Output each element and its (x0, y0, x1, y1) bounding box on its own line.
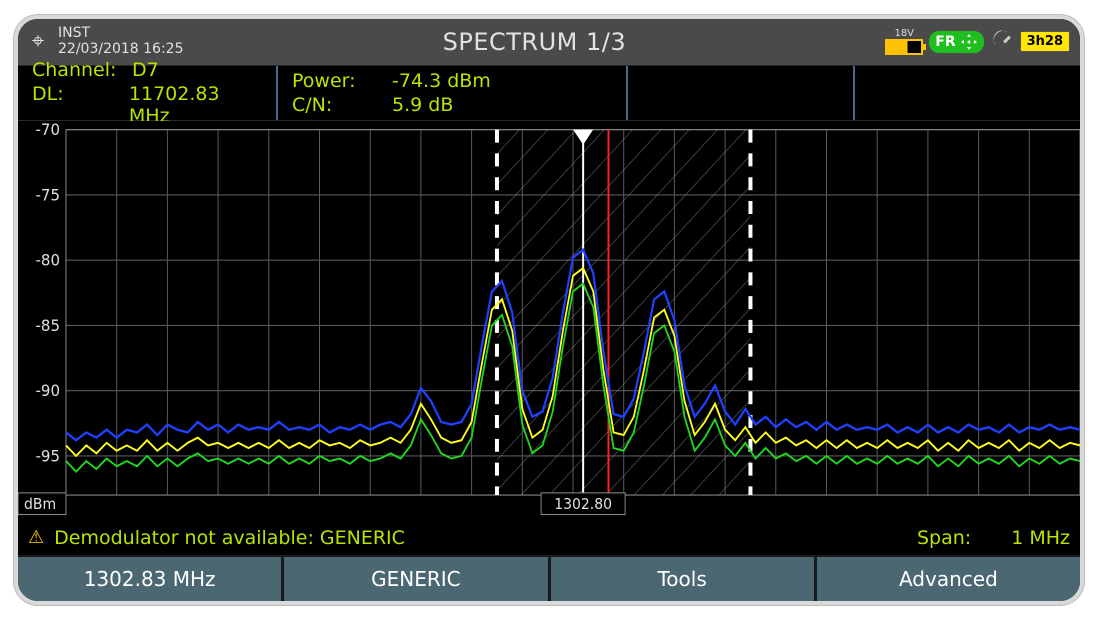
info-row: Channel:D7 DL:11702.83 MHz Power:-74.3 d… (18, 65, 1080, 121)
crosshair-icon: ⌖ (18, 29, 58, 54)
warning-icon: ⚠ (28, 527, 44, 548)
battery-icon: 18V (885, 29, 923, 55)
svg-text:-75: -75 (36, 185, 60, 204)
svg-text:dBm: dBm (24, 495, 56, 513)
language-badge[interactable]: FR (929, 31, 983, 53)
info-channel-dl: Channel:D7 DL:11702.83 MHz (18, 66, 278, 120)
runtime-badge: 3h28 (1020, 31, 1070, 52)
inst-datetime: INST 22/03/2018 16:25 (58, 26, 184, 57)
span-value: 1 MHz (1011, 527, 1070, 549)
status-row: ⚠ Demodulator not available: GENERIC Spa… (18, 521, 1080, 555)
info-spacer-1 (628, 66, 855, 120)
status-message: Demodulator not available: GENERIC (54, 527, 405, 549)
info-spacer-2 (855, 66, 1080, 120)
inst-label: INST (58, 26, 184, 41)
mode-button[interactable]: GENERIC (284, 557, 550, 601)
info-power-cn: Power:-74.3 dBm C/N:5.9 dB (278, 66, 628, 120)
button-row: 1302.83 MHz GENERIC Tools Advanced (18, 555, 1080, 601)
svg-text:-90: -90 (36, 381, 60, 400)
svg-text:-95: -95 (36, 446, 60, 465)
svg-text:1302.80: 1302.80 (554, 495, 612, 513)
satellite-icon (990, 27, 1014, 57)
svg-text:-80: -80 (36, 251, 60, 270)
svg-text:-85: -85 (36, 316, 60, 335)
instrument-screen: ⌖ INST 22/03/2018 16:25 SPECTRUM 1/3 18V… (14, 15, 1084, 605)
page-title: SPECTRUM 1/3 (184, 28, 886, 56)
advanced-button[interactable]: Advanced (817, 557, 1080, 601)
freq-button[interactable]: 1302.83 MHz (18, 557, 284, 601)
span-label: Span: (917, 527, 971, 549)
svg-text:-70: -70 (36, 121, 60, 139)
tools-button[interactable]: Tools (551, 557, 817, 601)
spectrum-chart[interactable]: -70 -75 -80 -85 -90 -95 1302.80 dBm (18, 121, 1080, 521)
datetime: 22/03/2018 16:25 (58, 42, 184, 57)
move-arrows-icon (960, 33, 978, 51)
